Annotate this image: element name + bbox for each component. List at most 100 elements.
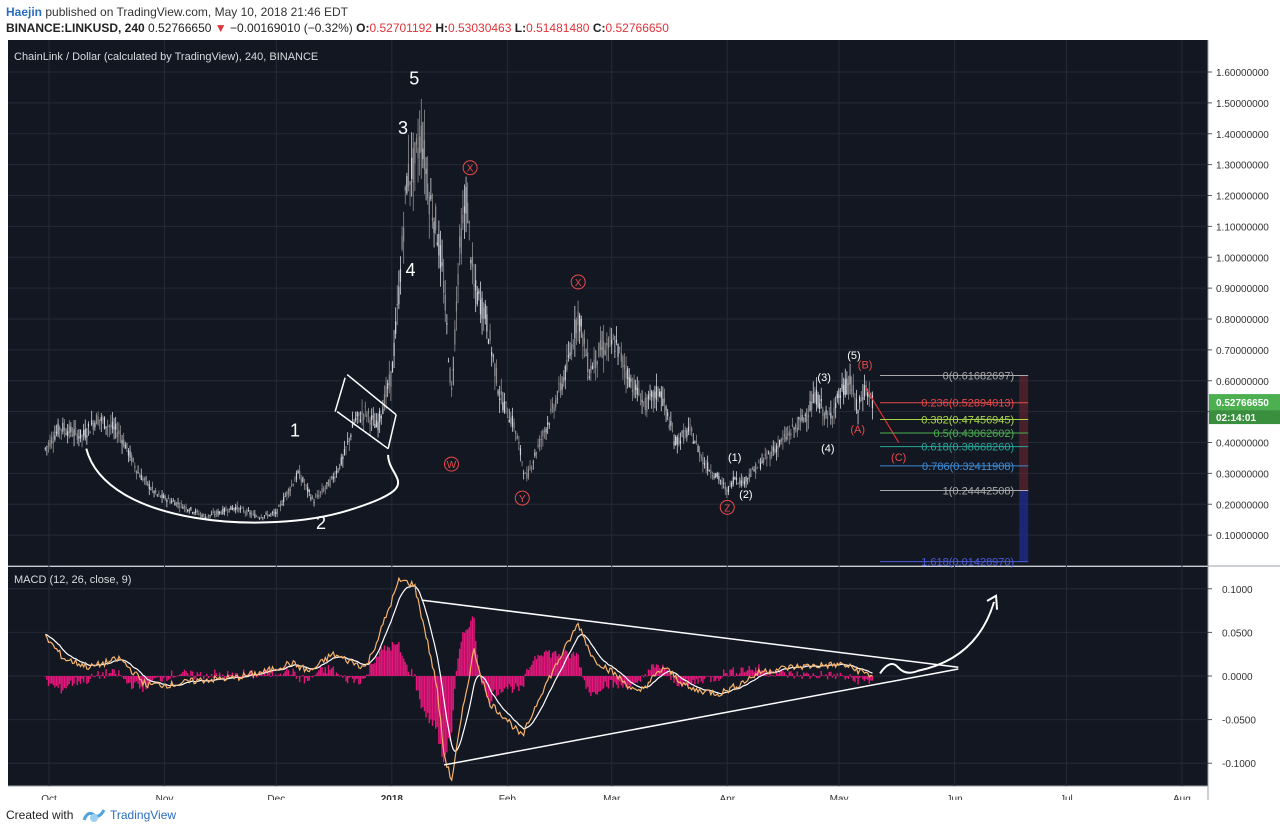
histogram-bar xyxy=(370,664,373,676)
histogram-bar xyxy=(361,676,363,679)
histogram-bar xyxy=(98,676,101,679)
candle-body xyxy=(708,470,710,472)
candle-body xyxy=(513,422,515,429)
histogram-bar xyxy=(212,676,214,678)
candle-body xyxy=(332,476,334,480)
price-tick-label: 1.20000000 xyxy=(1216,192,1269,203)
candle-body xyxy=(452,369,454,371)
histogram-bar xyxy=(777,673,779,676)
candle-body xyxy=(329,479,331,487)
candle-body xyxy=(183,505,186,508)
histogram-bar xyxy=(615,676,618,685)
histogram-bar xyxy=(95,675,98,676)
candle-body xyxy=(215,511,218,514)
histogram-bar xyxy=(162,676,165,679)
histogram-bar xyxy=(68,676,70,685)
candle-body xyxy=(67,431,69,437)
histogram-bar xyxy=(807,673,810,676)
candle-body xyxy=(278,505,280,507)
candle-body xyxy=(588,376,590,378)
histogram-bar xyxy=(452,676,454,711)
histogram-bar xyxy=(495,676,498,697)
histogram-bar xyxy=(183,669,186,676)
candle-body xyxy=(185,506,187,510)
histogram-bar xyxy=(839,672,842,676)
histogram-bar xyxy=(671,675,674,677)
candle-body xyxy=(300,478,302,482)
histogram-bar xyxy=(719,676,722,680)
histogram-bar xyxy=(217,675,219,677)
author-name[interactable]: Haejin xyxy=(6,5,43,19)
histogram-bar xyxy=(442,676,445,762)
candle-body xyxy=(748,473,750,480)
histogram-bar xyxy=(380,646,382,676)
histogram-bar xyxy=(199,672,202,676)
histogram-bar xyxy=(177,675,179,677)
macd-tick-label: 0.1000 xyxy=(1222,585,1253,596)
histogram-bar xyxy=(321,667,323,676)
histogram-bar xyxy=(703,676,706,680)
histogram-bar xyxy=(318,670,320,676)
candle-body xyxy=(52,441,54,443)
candle-body xyxy=(363,414,365,420)
histogram-bar xyxy=(254,671,256,676)
histogram-bar xyxy=(660,668,662,676)
candle-body xyxy=(321,488,323,493)
histogram-bar xyxy=(286,666,288,676)
histogram-bar xyxy=(503,676,506,689)
price-tick-label: 0.90000000 xyxy=(1216,284,1269,295)
histogram-bar xyxy=(351,676,354,679)
candle-body xyxy=(596,361,598,365)
candle-body xyxy=(204,516,206,519)
candle-body xyxy=(731,482,733,487)
candle-body xyxy=(454,329,456,345)
histogram-bar xyxy=(564,649,566,676)
histogram-bar xyxy=(630,676,632,687)
candle-body xyxy=(807,415,810,418)
histogram-bar xyxy=(612,676,614,688)
tradingview-brand[interactable]: TradingView xyxy=(110,808,177,822)
histogram-bar xyxy=(647,669,650,676)
candle-body xyxy=(508,419,510,423)
chart-area[interactable]: 0.10000000 0.20000000 0.30000000 0.40000000… xyxy=(0,38,1280,800)
histogram-bar xyxy=(180,673,182,676)
histogram-bar xyxy=(687,676,690,686)
histogram-bar xyxy=(422,676,424,707)
histogram-bar xyxy=(407,671,410,676)
price-tick-label: 0.60000000 xyxy=(1216,377,1269,388)
histogram-bar xyxy=(673,676,675,683)
candle-body xyxy=(238,507,240,512)
histogram-bar xyxy=(614,676,616,683)
histogram-bar xyxy=(282,673,285,676)
histogram-bar xyxy=(447,676,450,739)
drawings xyxy=(85,373,900,524)
histogram-bar xyxy=(729,669,731,676)
histogram-bar xyxy=(161,676,163,682)
candle-body xyxy=(353,422,355,424)
histogram-bar xyxy=(378,651,381,676)
candle-body xyxy=(343,449,346,455)
candle-body xyxy=(94,423,96,428)
histogram-bar xyxy=(470,620,472,676)
histogram-bar xyxy=(516,676,518,687)
candle-body xyxy=(339,463,341,469)
histogram-bar xyxy=(377,656,379,676)
candle-body xyxy=(228,508,230,513)
candle-body xyxy=(361,411,363,415)
candle-body xyxy=(355,417,357,421)
histogram-bar xyxy=(705,676,707,677)
histogram-bar xyxy=(593,676,595,693)
candle-body xyxy=(475,280,477,291)
candle-body xyxy=(587,352,589,373)
candle-body xyxy=(718,475,720,481)
candle-body xyxy=(316,494,318,497)
histogram-bar xyxy=(428,676,430,724)
histogram-bar xyxy=(332,666,334,676)
candle-body xyxy=(46,446,48,448)
candle-body xyxy=(518,441,520,444)
price-tick-label: 0.10000000 xyxy=(1216,531,1269,542)
candle-body xyxy=(769,452,771,460)
histogram-bar xyxy=(538,655,541,676)
candle-body xyxy=(465,186,467,214)
histogram-bar xyxy=(47,676,50,686)
